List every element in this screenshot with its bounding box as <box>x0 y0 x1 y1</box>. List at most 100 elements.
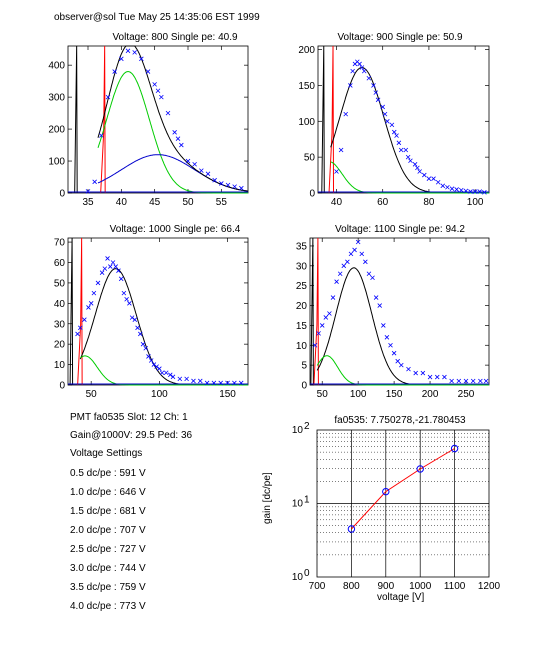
data-point <box>389 122 395 128</box>
data-point <box>442 374 447 380</box>
data-point <box>391 129 397 135</box>
setting-1: 1.0 dc/pe : 646 V <box>70 487 146 498</box>
data-point <box>151 362 157 367</box>
setting-0: 0.5 dc/pe : 591 V <box>70 468 146 479</box>
data-point <box>345 259 350 265</box>
data-point <box>159 94 164 100</box>
gain-plot-title: fa0535: 7.750278,-21.780453 <box>334 415 466 426</box>
data-point <box>155 88 161 94</box>
x-tick-label: 700 <box>309 581 326 592</box>
setting-7: 4.0 dc/pe : 773 V <box>70 601 146 612</box>
y-tick-label: 200 <box>298 45 315 56</box>
data-point <box>405 154 411 160</box>
y-tick-label: 20 <box>54 340 66 351</box>
data-point <box>157 366 162 371</box>
y-tick-label: 20 <box>296 301 308 312</box>
data-point <box>137 331 143 337</box>
pedestal-line <box>321 45 325 194</box>
data-point <box>440 183 446 189</box>
data-point <box>435 179 441 185</box>
x-tick-label: 50 <box>182 197 194 208</box>
data-point <box>154 364 159 369</box>
data-point <box>179 142 184 148</box>
data-point <box>159 370 165 376</box>
y-tick-label: 150 <box>298 81 315 92</box>
data-point <box>145 69 151 74</box>
data-point <box>363 259 368 265</box>
data-point <box>172 129 177 135</box>
data-point <box>396 140 402 146</box>
setting-4: 2.5 dc/pe : 727 V <box>70 544 146 555</box>
data-point <box>334 169 339 174</box>
y-tick-label: 25 <box>296 281 308 292</box>
data-point <box>113 264 119 269</box>
data-point <box>327 311 332 316</box>
plot-frame <box>67 45 249 194</box>
data-point <box>355 239 361 245</box>
x-tick-label: 1000 <box>409 581 432 592</box>
data-point <box>116 268 121 273</box>
data-point <box>323 315 329 320</box>
data-point <box>413 370 418 376</box>
y-tick-exponent: 0 <box>304 568 310 579</box>
setting-5: 3.0 dc/pe : 744 V <box>70 563 146 574</box>
data-point <box>110 260 116 265</box>
data-point <box>107 264 113 269</box>
gain-plot-xlabel: voltage [V] <box>377 592 425 603</box>
gain-plot-ylabel: gain [dc/pe] <box>262 472 273 524</box>
plot4-title: Voltage: 1100 Single pe: 94.2 <box>335 224 465 235</box>
x-tick-label: 100 <box>350 389 367 400</box>
data-point <box>92 179 97 185</box>
pedestal-line <box>310 237 314 386</box>
data-point <box>449 378 454 384</box>
y-tick-label: 0 <box>301 381 307 392</box>
data-point <box>420 370 426 376</box>
data-point <box>105 256 110 261</box>
data-point <box>330 295 336 300</box>
data-point <box>463 378 469 384</box>
data-point <box>205 171 211 177</box>
data-point <box>337 271 343 277</box>
data-point <box>127 301 132 306</box>
x-tick-label: 150 <box>386 389 403 400</box>
settings-title: Voltage Settings <box>70 448 143 459</box>
x-tick-label: 80 <box>423 197 435 208</box>
data-point <box>478 378 483 384</box>
data-point <box>470 378 476 384</box>
data-point <box>415 165 420 171</box>
pedestal-red-line <box>328 45 335 194</box>
y-tick-label: 35 <box>296 241 308 252</box>
x-tick-label: 900 <box>377 581 394 592</box>
data-point <box>232 184 237 189</box>
x-tick-label: 100 <box>151 389 168 400</box>
pedestal-line <box>69 237 74 386</box>
data-point <box>403 147 409 153</box>
data-point <box>434 374 440 380</box>
data-point <box>163 370 169 376</box>
x-tick-label: 60 <box>377 197 389 208</box>
y-tick-label: 10 <box>292 499 304 510</box>
data-point <box>334 279 339 284</box>
x-tick-label: 150 <box>219 389 236 400</box>
data-point <box>357 61 362 67</box>
data-point <box>118 276 124 282</box>
data-point <box>316 331 321 336</box>
data-point <box>124 296 129 302</box>
data-point <box>146 354 151 359</box>
data-point <box>75 331 80 337</box>
data-point <box>312 342 318 348</box>
y-tick-label: 50 <box>54 278 66 289</box>
y-tick-label: 0 <box>59 189 65 200</box>
data-point <box>343 111 349 117</box>
x-tick-label: 45 <box>149 197 161 208</box>
data-point <box>167 372 173 378</box>
y-tick-label: 0 <box>59 381 65 392</box>
data-point <box>348 83 353 88</box>
data-point <box>482 190 487 195</box>
plot3-title: Voltage: 1000 Single pe: 66.4 <box>109 224 241 235</box>
data-point <box>348 251 354 257</box>
data-point <box>319 323 325 328</box>
x-tick-label: 100 <box>467 197 484 208</box>
